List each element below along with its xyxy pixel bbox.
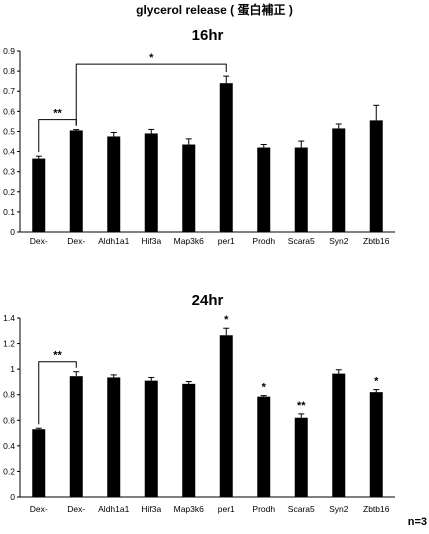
bar bbox=[332, 128, 346, 232]
bar bbox=[144, 133, 158, 232]
bar bbox=[182, 383, 196, 497]
x-tick-label: Hif3a bbox=[141, 236, 161, 246]
bar bbox=[294, 417, 308, 497]
bar bbox=[332, 373, 346, 497]
panel-title: 16hr bbox=[192, 27, 224, 44]
y-tick-label: 0.7 bbox=[3, 86, 15, 96]
bar bbox=[219, 83, 233, 232]
y-tick-label: 0.8 bbox=[3, 390, 15, 400]
y-tick-label: 1.4 bbox=[3, 313, 15, 323]
significance-bracket bbox=[38, 361, 77, 425]
bar bbox=[107, 136, 121, 232]
x-tick-label: Aldh1a1 bbox=[98, 236, 129, 246]
significance-label: ** bbox=[53, 108, 62, 120]
significance-label: * bbox=[262, 382, 267, 394]
y-tick-label: 0.6 bbox=[3, 415, 15, 425]
chart-panel-24hr: 24hr 0 0.2 0.4 0.6 0.8 1 1.2 1.4 Dex- Dex- Aldh1a1 H… bbox=[3, 292, 395, 514]
x-tick-label: Scara5 bbox=[288, 236, 315, 246]
bar bbox=[69, 130, 83, 232]
bar bbox=[182, 144, 196, 232]
x-tick-label: Dex- bbox=[30, 504, 48, 514]
x-tick-label: Hif3a bbox=[141, 504, 161, 514]
bar bbox=[257, 396, 271, 497]
bar bbox=[144, 380, 158, 497]
y-tick-label: 1 bbox=[10, 364, 15, 374]
x-tick-label: per1 bbox=[218, 236, 235, 246]
y-tick-label: 0.6 bbox=[3, 106, 15, 116]
x-tick-label: Scara5 bbox=[288, 504, 315, 514]
significance-label: * bbox=[224, 314, 229, 326]
x-tick-label: Syn2 bbox=[329, 504, 349, 514]
bar bbox=[69, 376, 83, 497]
x-tick-label: Aldh1a1 bbox=[98, 504, 129, 514]
bar bbox=[369, 392, 383, 497]
y-tick-label: 0 bbox=[10, 492, 15, 502]
x-tick-label: Prodh bbox=[252, 504, 275, 514]
y-tick-label: 0.4 bbox=[3, 147, 15, 157]
bar bbox=[257, 147, 271, 232]
bar bbox=[294, 147, 308, 232]
x-tick-label: per1 bbox=[218, 504, 235, 514]
bar bbox=[107, 377, 121, 497]
bar bbox=[369, 120, 383, 232]
significance-label: * bbox=[149, 52, 154, 64]
y-tick-label: 1.2 bbox=[3, 339, 15, 349]
x-tick-label: Dex- bbox=[30, 236, 48, 246]
y-tick-label: 0.3 bbox=[3, 167, 15, 177]
main-title: glycerol release ( 蛋白補正 ) bbox=[136, 3, 293, 17]
panel-title: 24hr bbox=[192, 292, 224, 309]
y-tick-label: 0.5 bbox=[3, 126, 15, 136]
significance-label: ** bbox=[53, 350, 62, 362]
y-tick-label: 0 bbox=[10, 227, 15, 237]
x-tick-label: Dex- bbox=[67, 504, 85, 514]
x-tick-label: Prodh bbox=[252, 236, 275, 246]
significance-label: ** bbox=[297, 400, 306, 412]
significance-bracket bbox=[75, 63, 227, 126]
x-tick-label: Zbtb16 bbox=[363, 504, 390, 514]
bar bbox=[32, 429, 46, 497]
significance-label: * bbox=[374, 376, 379, 388]
y-tick-label: 0.4 bbox=[3, 441, 15, 451]
sample-size-note: n=3 bbox=[407, 516, 427, 528]
y-tick-label: 0.8 bbox=[3, 66, 15, 76]
bar bbox=[32, 158, 46, 232]
y-tick-label: 0.9 bbox=[3, 46, 15, 56]
y-tick-label: 0.2 bbox=[3, 187, 15, 197]
y-tick-label: 0.2 bbox=[3, 466, 15, 476]
x-tick-label: Map3k6 bbox=[174, 504, 205, 514]
bar bbox=[219, 335, 233, 497]
x-tick-label: Zbtb16 bbox=[363, 236, 390, 246]
y-tick-label: 0.1 bbox=[3, 207, 15, 217]
x-tick-label: Syn2 bbox=[329, 236, 349, 246]
x-tick-label: Dex- bbox=[67, 236, 85, 246]
x-tick-label: Map3k6 bbox=[174, 236, 205, 246]
chart-panel-16hr: 16hr 0 0.1 0.2 0.3 0.4 0.5 0.6 0.7 0.8 0.9 Dex- Dex-… bbox=[3, 27, 395, 246]
